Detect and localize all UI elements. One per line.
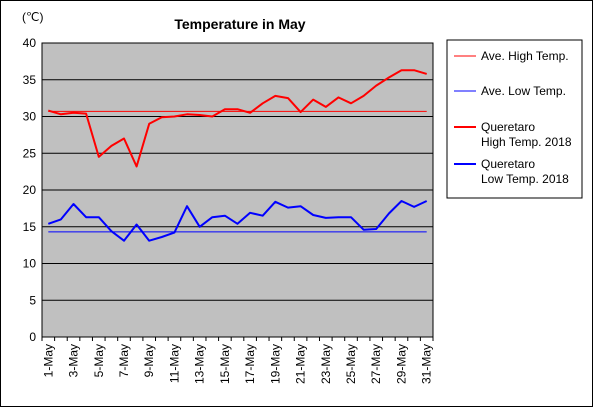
y-tick-label: 0 bbox=[29, 330, 36, 344]
legend: Ave. High Temp. Ave. Low Temp. Queretaro Hi… bbox=[454, 49, 572, 186]
gridlines bbox=[42, 79, 433, 301]
plot-border bbox=[41, 42, 434, 338]
x-tick-label: 1-May bbox=[41, 344, 55, 377]
legend-label: Queretaro High Temp. 2018 bbox=[481, 120, 572, 149]
x-tick-label: 11-May bbox=[167, 344, 181, 383]
axes bbox=[41, 42, 434, 341]
series-layer bbox=[47, 69, 428, 242]
x-tick-label: 15-May bbox=[218, 344, 232, 384]
x-tick-label: 5-May bbox=[92, 344, 106, 377]
y-tick-label: 5 bbox=[29, 293, 36, 307]
x-tick-label: 17-May bbox=[243, 344, 257, 384]
y-tick-label: 30 bbox=[23, 110, 37, 124]
y-tick-label: 20 bbox=[23, 183, 37, 197]
x-tick-label: 9-May bbox=[142, 344, 156, 377]
y-tick-label: 15 bbox=[23, 220, 37, 234]
x-tick-label: 13-May bbox=[193, 344, 207, 384]
x-tick-label: 3-May bbox=[67, 344, 81, 377]
legend-label: Ave. High Temp. bbox=[481, 49, 569, 63]
x-tick-label: 21-May bbox=[294, 344, 308, 384]
x-tick-labels: 1-May 3-May 5-May 7-May 9-May 11-May 13-May 15-… bbox=[41, 344, 433, 384]
series-line-3 bbox=[47, 200, 428, 242]
y-tick-label: 35 bbox=[23, 73, 37, 87]
series-line-2 bbox=[48, 69, 427, 168]
x-tick-label: 29-May bbox=[394, 344, 408, 384]
y-tick-label: 25 bbox=[23, 146, 37, 160]
y-tick-label: 10 bbox=[23, 257, 37, 271]
y-tick-labels: 0 5 10 15 20 25 30 35 40 bbox=[23, 36, 37, 344]
legend-label: Ave. Low Temp. bbox=[481, 84, 566, 98]
x-tick-label: 25-May bbox=[344, 344, 358, 384]
x-tick-label: 31-May bbox=[420, 344, 434, 384]
chart-title: Temperature in May bbox=[174, 16, 305, 32]
x-tick-label: 23-May bbox=[319, 344, 333, 384]
legend-box bbox=[446, 39, 583, 199]
y-tick-label: 40 bbox=[23, 36, 37, 50]
x-tick-label: 27-May bbox=[369, 344, 383, 384]
legend-label: Queretaro Low Temp. 2018 bbox=[481, 157, 569, 186]
y-unit-label: (℃) bbox=[22, 10, 43, 24]
x-tick-label: 7-May bbox=[117, 344, 131, 377]
x-tick-label: 19-May bbox=[268, 344, 282, 384]
